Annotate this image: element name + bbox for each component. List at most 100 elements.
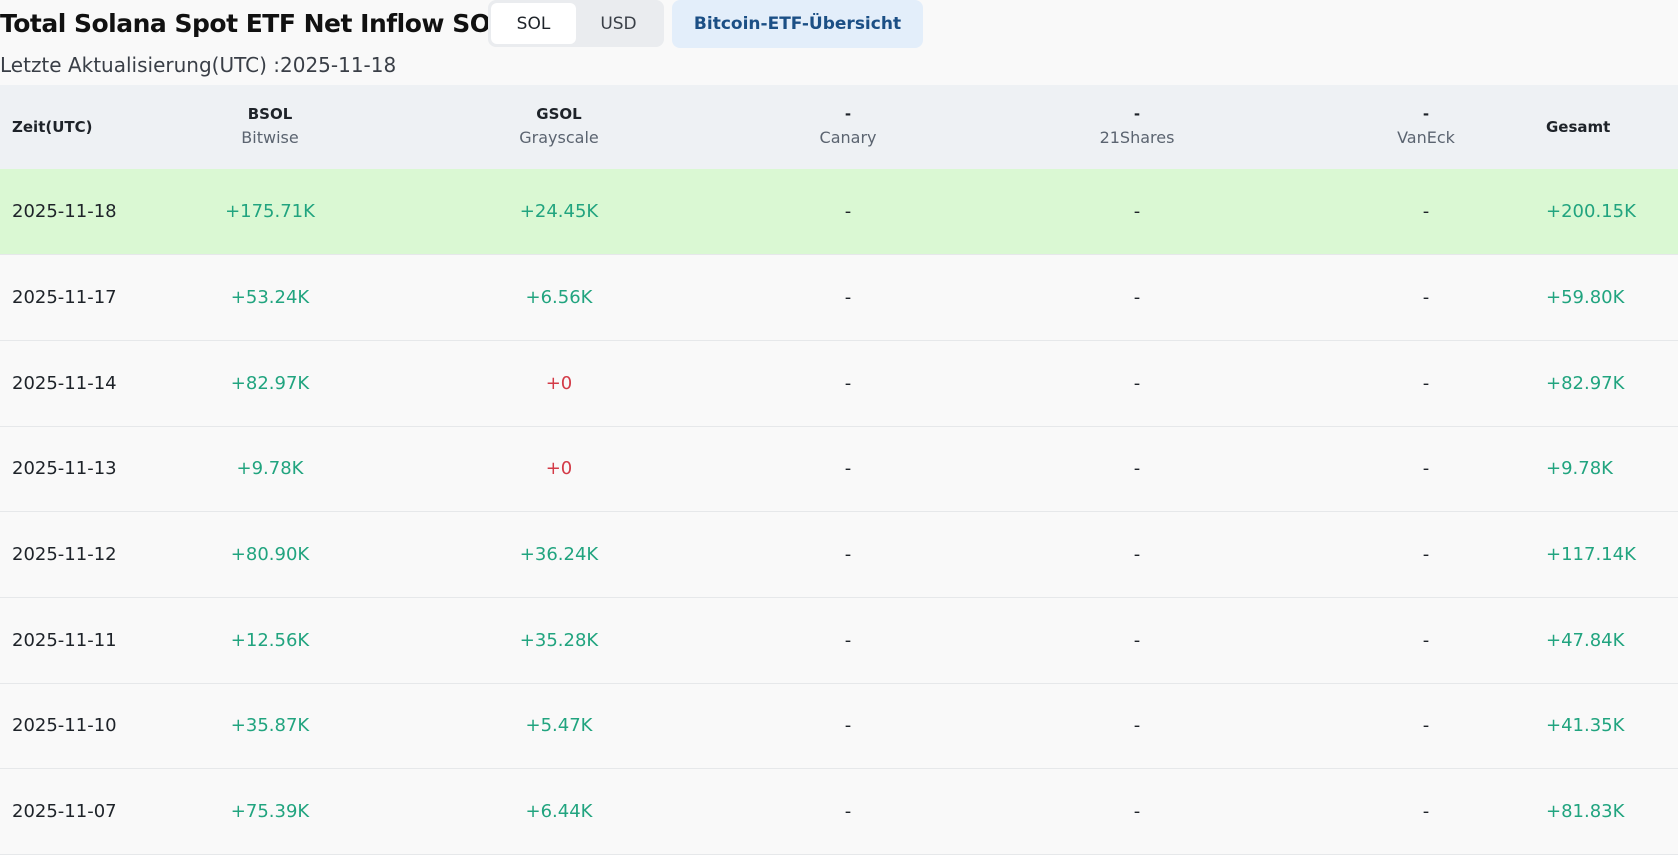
flow-value: +35.87K (230, 715, 310, 737)
flow-value: +82.97K (230, 372, 310, 394)
bitcoin-etf-overview-button[interactable]: Bitcoin-ETF-Übersicht (672, 0, 923, 48)
flow-value-cell: - (728, 426, 968, 512)
column-header-canary: - Canary (728, 85, 968, 169)
unit-option-sol[interactable]: SOL (491, 3, 576, 44)
column-header-vaneck: - VanEck (1306, 85, 1546, 169)
flow-value: - (844, 458, 852, 480)
flow-value: - (844, 201, 852, 223)
flow-value: +6.44K (525, 801, 593, 823)
column-header-symbol: - (1133, 105, 1141, 123)
flow-value-cell: - (968, 169, 1306, 255)
unit-option-usd[interactable]: USD (600, 13, 637, 34)
flow-value-cell: - (968, 597, 1306, 683)
flow-value: +12.56K (230, 629, 310, 651)
column-header-issuer: 21Shares (1099, 128, 1175, 147)
flow-value: - (1133, 287, 1141, 309)
flow-value-cell: +35.87K (150, 683, 390, 769)
flow-value: - (844, 801, 852, 823)
flow-value: - (1133, 544, 1141, 566)
flow-value-cell: - (1306, 169, 1546, 255)
flow-value-cell: +5.47K (390, 683, 728, 769)
table-row: 2025-11-14 +82.97K +0 - - - +82.97K (0, 340, 1678, 427)
row-total-cell: +81.83K (1546, 769, 1678, 855)
flow-value: - (1133, 629, 1141, 651)
column-header-date: Zeit(UTC) (12, 118, 93, 136)
flow-value-cell: - (968, 426, 1306, 512)
flow-value: - (844, 629, 852, 651)
flow-value: - (1422, 287, 1430, 309)
column-header-symbol: - (844, 105, 852, 123)
row-total-cell: +41.35K (1546, 683, 1678, 769)
flow-value-cell: +0 (390, 426, 728, 512)
flow-value: - (1422, 372, 1430, 394)
row-total-cell: +117.14K (1546, 512, 1678, 598)
flow-value-cell: - (728, 255, 968, 341)
table-row: 2025-11-18 +175.71K +24.45K - - - +200.15K (0, 169, 1678, 255)
flow-value-cell: +35.28K (390, 597, 728, 683)
column-header-grayscale: GSOL Grayscale (390, 85, 728, 169)
flow-value: - (1133, 458, 1141, 480)
flow-value-cell: +0 (390, 340, 728, 426)
row-total-cell: +82.97K (1546, 340, 1678, 426)
row-date: 2025-11-14 (12, 372, 117, 394)
flow-value-cell: +24.45K (390, 169, 728, 255)
row-total-cell: +47.84K (1546, 597, 1678, 683)
column-header-issuer: VanEck (1397, 128, 1455, 147)
column-header-bitwise: BSOL Bitwise (150, 85, 390, 169)
flow-value-cell: - (1306, 340, 1546, 426)
flow-value-cell: - (1306, 426, 1546, 512)
table-row: 2025-11-07 +75.39K +6.44K - - - +81.83K (0, 769, 1678, 855)
row-total: +82.97K (1546, 372, 1625, 394)
table-row: 2025-11-13 +9.78K +0 - - - +9.78K (0, 426, 1678, 512)
row-date: 2025-11-17 (12, 287, 117, 309)
flow-value-cell: - (968, 512, 1306, 598)
flow-value: - (844, 287, 852, 309)
flow-value: - (1133, 715, 1141, 737)
flow-value-cell: +75.39K (150, 769, 390, 855)
row-date: 2025-11-11 (12, 629, 117, 651)
flow-value-cell: - (728, 340, 968, 426)
column-header-21shares: - 21Shares (968, 85, 1306, 169)
column-header-total: Gesamt (1546, 118, 1611, 136)
flow-value: - (844, 544, 852, 566)
row-date: 2025-11-07 (12, 801, 117, 823)
flow-value: - (1422, 201, 1430, 223)
flow-value: - (844, 715, 852, 737)
flow-value-cell: - (728, 683, 968, 769)
etf-flow-table: Zeit(UTC) BSOL Bitwise GSOL Grayscale - … (0, 85, 1678, 855)
flow-value-cell: +36.24K (390, 512, 728, 598)
flow-value-cell: +6.44K (390, 769, 728, 855)
column-header-issuer: Canary (819, 128, 877, 147)
row-total: +41.35K (1546, 715, 1625, 737)
flow-value-cell: - (968, 255, 1306, 341)
row-total: +117.14K (1546, 544, 1636, 566)
flow-value-cell: - (728, 597, 968, 683)
header-bar: Total Solana Spot ETF Net Inflow SOL (0, 0, 506, 48)
row-total: +81.83K (1546, 801, 1625, 823)
flow-value: +9.78K (236, 458, 304, 480)
flow-value-cell: - (728, 169, 968, 255)
row-total-cell: +59.80K (1546, 255, 1678, 341)
row-date: 2025-11-10 (12, 715, 117, 737)
row-total-cell: +9.78K (1546, 426, 1678, 512)
flow-value-cell: - (1306, 255, 1546, 341)
last-updated-text: Letzte Aktualisierung(UTC) :2025-11-18 (0, 53, 397, 77)
table-row: 2025-11-12 +80.90K +36.24K - - - +117.14K (0, 512, 1678, 598)
column-header-symbol: GSOL (536, 105, 582, 123)
flow-value: - (1133, 801, 1141, 823)
column-header-symbol: BSOL (247, 105, 293, 123)
flow-value: +0 (545, 458, 573, 480)
flow-value: - (1133, 201, 1141, 223)
flow-value-cell: - (1306, 683, 1546, 769)
row-date: 2025-11-18 (12, 201, 117, 223)
flow-value: +35.28K (519, 629, 599, 651)
flow-value: - (844, 372, 852, 394)
flow-value: +6.56K (525, 287, 593, 309)
flow-value: +53.24K (230, 287, 310, 309)
flow-value: - (1422, 458, 1430, 480)
flow-value-cell: - (968, 769, 1306, 855)
table-header: Zeit(UTC) BSOL Bitwise GSOL Grayscale - … (0, 85, 1678, 169)
flow-value: - (1422, 801, 1430, 823)
flow-value: +36.24K (519, 544, 599, 566)
flow-value: +80.90K (230, 544, 310, 566)
